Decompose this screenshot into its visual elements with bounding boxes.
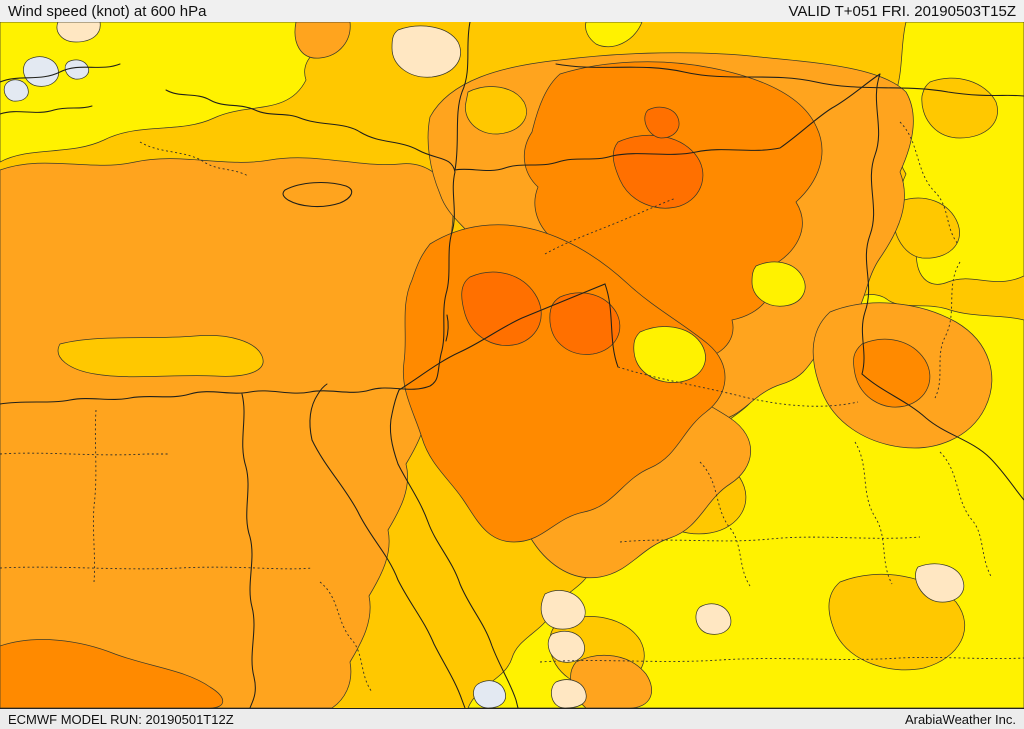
contour-region (294, 22, 351, 59)
border-jordan-saudi (398, 283, 619, 391)
brand-label: ArabiaWeather Inc. (904, 711, 1016, 727)
cream-low-wind-patches (56, 22, 964, 708)
contour-region (0, 639, 224, 708)
coastline-persian-gulf (861, 373, 1024, 501)
border-dotted (699, 461, 751, 587)
border-dotted (0, 452, 170, 456)
contour-region (57, 335, 264, 378)
contour-region (540, 590, 586, 630)
contour-region (633, 326, 706, 383)
border-iraq-iran (861, 73, 881, 375)
border-dotted (899, 121, 959, 245)
border-turkey-north (555, 63, 1024, 97)
contour-region (391, 25, 461, 78)
contour-region (892, 197, 960, 259)
contour-region (0, 22, 339, 163)
coastline-red-sea-west (311, 439, 466, 708)
contour-region (3, 79, 29, 102)
pale-blue-calm-patches (3, 56, 506, 708)
contour-region (473, 680, 506, 708)
wind-speed-map (0, 22, 1024, 708)
contour-region (56, 22, 101, 43)
map-title: Wind speed (knot) at 600 hPa (8, 2, 207, 20)
contour-region (585, 22, 643, 48)
contour-region (921, 77, 998, 139)
graticule-dotted (619, 536, 921, 543)
contour-region (551, 679, 587, 708)
contour-region (853, 338, 931, 408)
contour-region (549, 292, 621, 355)
border-dotted-saudi-iraq (617, 366, 859, 407)
coastlines-and-borders (0, 22, 1024, 708)
border-turkey-syria (454, 73, 881, 172)
model-run-label: ECMWF MODEL RUN: 20190501T12Z (8, 711, 234, 727)
coastline-cyprus (282, 181, 353, 208)
footer-bar: ECMWF MODEL RUN: 20190501T12Z ArabiaWeat… (0, 708, 1024, 729)
border-dotted-syria-jordan (544, 197, 677, 255)
border-dotted (934, 261, 961, 399)
contour-region (547, 630, 585, 663)
coastline-aegean (0, 63, 121, 83)
dotted-borders (0, 121, 1024, 693)
coastline-gulf-of-aqaba (389, 389, 400, 465)
graticule-dotted (539, 656, 1024, 663)
coastline-gulf-of-suez (309, 383, 328, 441)
border-turkey-west (454, 22, 471, 171)
contour-region (751, 261, 806, 307)
contour-region (23, 56, 59, 87)
contour-region (644, 106, 680, 139)
dead-sea (445, 314, 449, 342)
gold-pockets-in-orange (57, 86, 527, 378)
yellow-pockets-in-orange (633, 261, 806, 383)
valid-time-label: VALID T+051 FRI. 20190503T15Z (788, 2, 1017, 20)
coastline-mediterranean (0, 117, 456, 405)
graticule-dotted (92, 409, 97, 583)
contour-region (915, 563, 964, 603)
graticule-dotted (319, 581, 373, 693)
river-nile (241, 393, 256, 708)
contour-region (64, 59, 90, 80)
border-dotted (854, 441, 893, 585)
coastline-turkey-south (165, 89, 301, 119)
contour-region (695, 603, 732, 635)
border-dotted (139, 141, 249, 177)
header-bar: Wind speed (knot) at 600 hPa VALID T+051… (0, 0, 1024, 22)
border-dotted-egypt-sudan (0, 566, 313, 570)
coastline-aegean (0, 105, 93, 115)
contour-region (464, 86, 527, 135)
coastline-red-sea-east (397, 463, 519, 708)
contour-region (461, 271, 542, 346)
